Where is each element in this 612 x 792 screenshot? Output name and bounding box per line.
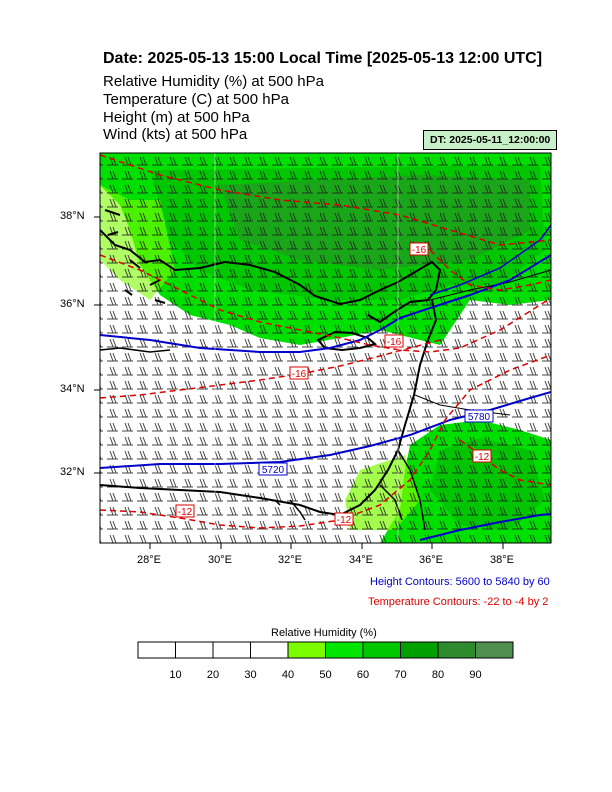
map-area: 5720 5780 -16 -16 -12 -12 -12 -16 <box>100 153 551 543</box>
svg-text:-16: -16 <box>387 337 402 348</box>
colorbar-swatch <box>325 641 364 659</box>
svg-text:-16: -16 <box>412 245 427 256</box>
colorbar <box>137 641 514 659</box>
svg-text:5780: 5780 <box>468 412 491 423</box>
colorbar-tick-label: 60 <box>356 669 370 681</box>
temperature-label-4: -12 <box>175 504 195 518</box>
temperature-contour-6 <box>459 439 551 486</box>
colorbar-swatch <box>362 641 401 659</box>
coastline-aegean-islands <box>104 209 166 304</box>
nile-delta <box>274 499 306 521</box>
colorbar-title: Relative Humidity (%) <box>271 627 377 639</box>
height-contours-note: Height Contours: 5600 to 5840 by 60 <box>370 576 550 588</box>
svg-text:-12: -12 <box>475 452 490 463</box>
temperature-contour-2 <box>100 339 441 399</box>
temperature-contour-3 <box>100 354 551 529</box>
variable-wind: Wind (kts) at 500 hPa <box>103 126 248 143</box>
colorbar-tick-label: 50 <box>319 669 332 681</box>
variable-height: Height (m) at 500 hPa <box>103 109 250 126</box>
variable-rh: Relative Humidity (%) at 500 hPa <box>103 73 324 90</box>
svg-text:-12: -12 <box>337 515 352 526</box>
svg-text:5720: 5720 <box>262 465 285 476</box>
map-frame <box>99 152 552 544</box>
lon-label-30: 30°E <box>208 554 232 566</box>
lat-label-34: 34°N <box>60 383 85 395</box>
dt-box: DT: 2025-05-11_12:00:00 <box>423 130 558 150</box>
coastline-sinai <box>379 449 426 531</box>
temperature-label-6: -16 <box>409 242 429 256</box>
colorbar-swatch <box>287 641 326 659</box>
lon-label-38: 38°E <box>490 554 514 566</box>
colorbar-swatch <box>137 641 176 659</box>
colorbar-tick-label: 70 <box>394 669 407 681</box>
colorbar-tick-label: 40 <box>281 669 295 681</box>
colorbar-tick-label: 80 <box>431 669 445 681</box>
temperature-contours-note: Temperature Contours: -22 to -4 by 2 <box>368 596 549 608</box>
temperature-contour-1 <box>100 254 551 353</box>
coastline-crete <box>100 347 171 353</box>
temperature-label-1: -16 <box>289 366 309 380</box>
temperature-label-5: -12 <box>472 449 492 463</box>
lon-label-34: 34°E <box>349 554 373 566</box>
colorbar-tick-label: 20 <box>206 669 220 681</box>
height-label-5720: 5720 <box>258 462 288 476</box>
lat-label-38: 38°N <box>60 210 85 222</box>
colorbar-swatch <box>475 641 514 659</box>
height-contour-south <box>419 513 551 541</box>
variable-temperature: Temperature (C) at 500 hPa <box>103 91 289 108</box>
temperature-contour-4 <box>429 249 551 291</box>
axis-ticks <box>94 216 504 549</box>
colorbar-swatch <box>250 641 289 659</box>
height-contour-north <box>100 254 551 353</box>
coastline-anatolia <box>100 229 442 324</box>
height-contour-ne <box>429 224 551 296</box>
lon-label-32: 32°E <box>278 554 302 566</box>
colorbar-tick-label: 90 <box>469 669 482 681</box>
coastline-levant-egypt <box>100 299 438 517</box>
height-contour-mid <box>100 391 551 469</box>
colorbar-tick-label: 10 <box>169 669 182 681</box>
lon-label-28: 28°E <box>137 554 161 566</box>
colorbar-swatch <box>212 641 251 659</box>
temperature-label-3: -12 <box>334 512 354 526</box>
temperature-contour-5 <box>100 154 551 246</box>
height-label-5780: 5780 <box>464 409 494 423</box>
svg-text:-16: -16 <box>292 369 307 380</box>
svg-text:-12: -12 <box>178 507 193 518</box>
colorbar-swatch <box>400 641 439 659</box>
lat-label-32: 32°N <box>60 466 85 478</box>
lat-label-36: 36°N <box>60 298 85 310</box>
lon-label-36: 36°E <box>419 554 443 566</box>
colorbar-swatch <box>437 641 476 659</box>
colorbar-tick-label: 30 <box>244 669 257 681</box>
colorbar-swatch <box>175 641 214 659</box>
map-title: Date: 2025-05-13 15:00 Local Time [2025-… <box>103 50 543 67</box>
temperature-label-2: -16 <box>384 334 404 348</box>
